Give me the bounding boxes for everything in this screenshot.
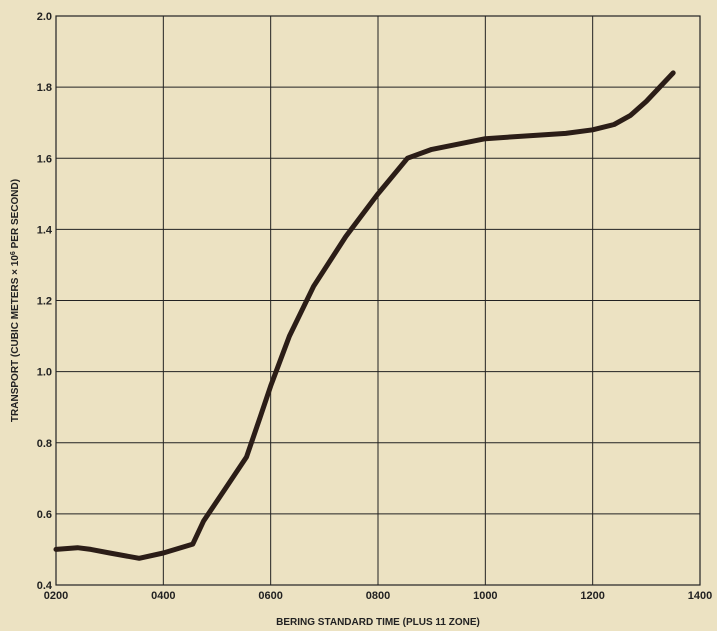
y-tick-label: 0.6 xyxy=(37,509,52,521)
tick-labels: 0200 0400 0600 0800 1000 1200 1400 0.4 0.6 0.8 1.0… xyxy=(37,11,713,602)
x-tick-label: 0600 xyxy=(258,590,282,602)
y-tick-label: 1.6 xyxy=(37,153,52,165)
y-axis-title: TRANSPORT (CUBIC METERS × 106 PER SECOND… xyxy=(10,179,22,422)
y-axis-title-times: × xyxy=(10,269,21,275)
plot-frame xyxy=(55,15,701,586)
series-line xyxy=(53,70,676,561)
x-tick-label: 1200 xyxy=(580,590,604,602)
x-tick-label: 1400 xyxy=(688,590,712,602)
y-axis-title-ten: 10 xyxy=(10,255,21,269)
y-tick-label: 1.2 xyxy=(37,296,52,308)
y-tick-label: 1.4 xyxy=(37,224,53,236)
y-axis-title-suffix: PER SECOND) xyxy=(10,179,21,251)
grid xyxy=(55,15,701,586)
y-tick-label: 0.4 xyxy=(37,580,53,592)
y-axis-title-prefix: TRANSPORT (CUBIC METERS xyxy=(10,275,21,422)
series xyxy=(53,70,676,561)
y-tick-label: 1.8 xyxy=(37,82,52,94)
y-tick-label: 2.0 xyxy=(37,11,52,23)
x-tick-label: 0200 xyxy=(44,590,68,602)
y-tick-label: 0.8 xyxy=(37,438,52,450)
y-axis-title-exponent: 6 xyxy=(10,251,17,255)
x-tick-label: 0800 xyxy=(366,590,390,602)
x-axis-title: BERING STANDARD TIME (PLUS 11 ZONE) xyxy=(276,617,480,628)
x-tick-label: 1000 xyxy=(473,590,497,602)
y-tick-label: 1.0 xyxy=(37,367,52,379)
x-tick-label: 0400 xyxy=(151,590,175,602)
